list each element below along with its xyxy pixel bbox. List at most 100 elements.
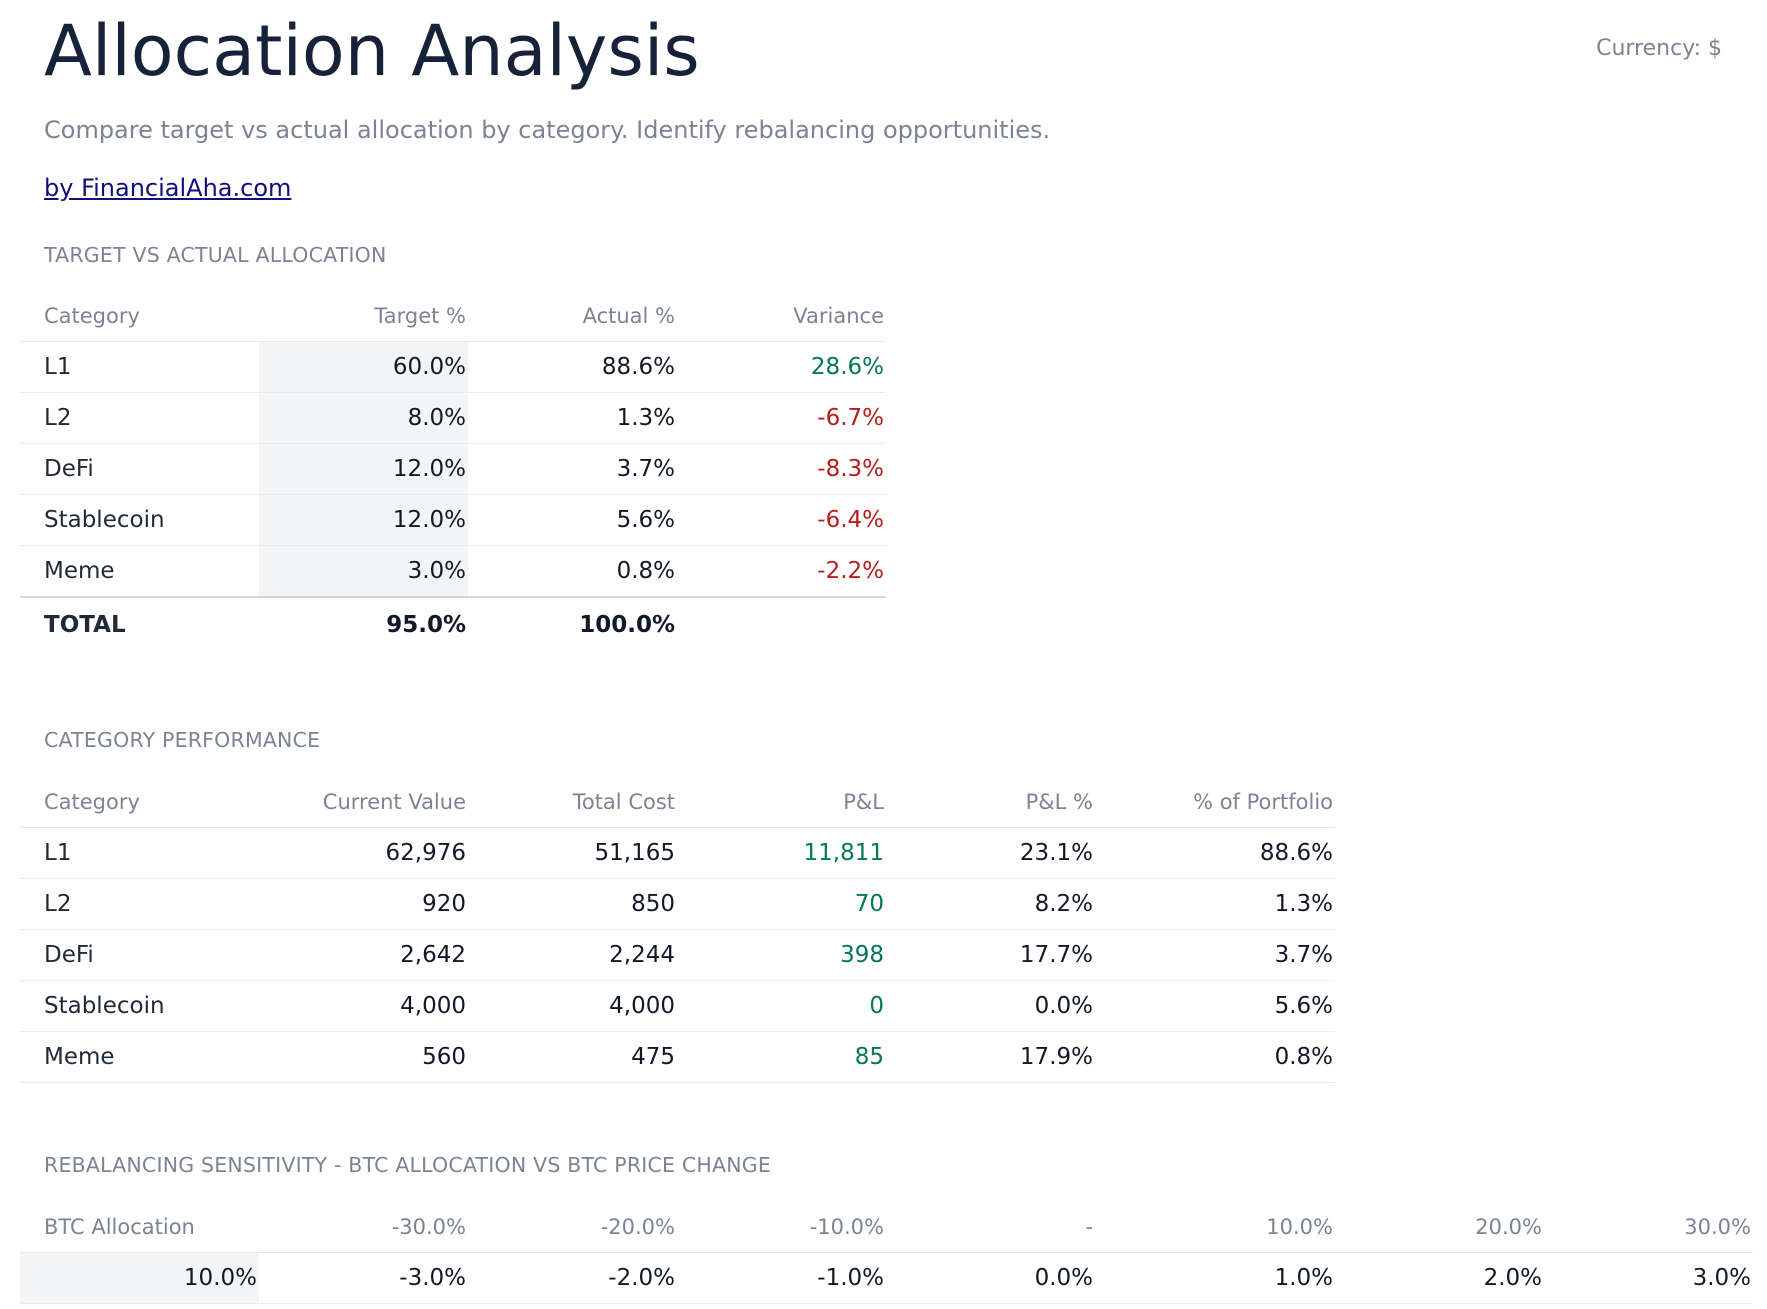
table-cell: Meme	[20, 545, 259, 598]
table-cell: 0.8%	[1095, 1031, 1335, 1083]
column-header: -	[886, 1201, 1095, 1253]
table-cell: 60.0%	[259, 341, 468, 393]
table-cell: 1.3%	[468, 392, 677, 444]
table-cell: 5.6%	[1095, 980, 1335, 1032]
column-header: -10.0%	[677, 1201, 886, 1253]
table-cell: 70	[677, 878, 886, 930]
section-label: REBALANCING SENSITIVITY - BTC ALLOCATION…	[44, 1153, 772, 1177]
table-cell: 23.1%	[886, 827, 1095, 879]
page-title: Allocation Analysis	[44, 10, 700, 92]
table-cell: 12.0%	[259, 494, 468, 546]
table-cell: L1	[20, 827, 259, 879]
performance-table: Category Current Value Total Cost P&L P&L %%…	[20, 776, 1335, 1083]
column-header: P&L %	[886, 776, 1095, 828]
table-cell: 475	[468, 1031, 677, 1083]
table-cell: DeFi	[20, 929, 259, 981]
table-cell: 28.6%	[677, 341, 886, 393]
column-header: Actual %	[468, 290, 677, 342]
table-cell: 3.7%	[468, 443, 677, 495]
subtitle: Compare target vs actual allocation by c…	[44, 116, 1051, 144]
column-header: Category	[20, 290, 259, 342]
table-cell: L2	[20, 878, 259, 930]
table-cell: 62,976	[259, 827, 468, 879]
table-cell: 8.0%	[259, 392, 468, 444]
table-cell: 0.8%	[468, 545, 677, 598]
table-cell: -6.4%	[677, 494, 886, 546]
table-cell: 88.6%	[468, 341, 677, 393]
table-cell: 1.0%	[1095, 1252, 1335, 1304]
table-cell: 51,165	[468, 827, 677, 879]
table-cell: Stablecoin	[20, 980, 259, 1032]
table-row: 10.0% -3.0% -2.0% -1.0% 0.0% 1.0% 2.0% 3.0%	[20, 1252, 1753, 1304]
table-cell: 3.0%	[1544, 1252, 1753, 1304]
currency-label: Currency: $	[1596, 36, 1722, 61]
column-header: BTC Allocation	[20, 1201, 259, 1253]
header-row: Category Current Value Total Cost P&L P&L %%…	[20, 776, 1335, 828]
column-header: 20.0%	[1335, 1201, 1544, 1253]
column-header: Target %	[259, 290, 468, 342]
sensitivity-table: BTC Allocation -30.0% -20.0% -10.0% -10.0% 20…	[20, 1201, 1753, 1304]
table-cell: 1.3%	[1095, 878, 1335, 930]
table-cell: 398	[677, 929, 886, 981]
table-cell: 3.0%	[259, 545, 468, 598]
table-cell: 17.7%	[886, 929, 1095, 981]
total-row: TOTAL 95.0% 100.0%	[20, 597, 886, 652]
table-cell: -6.7%	[677, 392, 886, 444]
table-row: L1 60.0% 88.6% 28.6%	[20, 341, 886, 393]
table-cell: 2,642	[259, 929, 468, 981]
table-cell: 2.0%	[1335, 1252, 1544, 1304]
column-header: -30.0%	[259, 1201, 468, 1253]
total-cell	[677, 597, 886, 652]
column-header: Current Value	[259, 776, 468, 828]
table-cell: 88.6%	[1095, 827, 1335, 879]
table-cell: 8.2%	[886, 878, 1095, 930]
table-cell: 12.0%	[259, 443, 468, 495]
allocation-table: Category Target % Actual % Variance L1 60.0% 8…	[20, 290, 886, 652]
table-cell: 920	[259, 878, 468, 930]
table-cell: 3.7%	[1095, 929, 1335, 981]
column-header: Total Cost	[468, 776, 677, 828]
table-cell: 11,811	[677, 827, 886, 879]
column-header: -20.0%	[468, 1201, 677, 1253]
table-row: DeFi 2,642 2,244 398 17.7% 3.7%	[20, 929, 1335, 981]
total-cell: 100.0%	[579, 612, 675, 638]
total-cell: 95.0%	[386, 612, 466, 638]
table-row: L2 8.0% 1.3% -6.7%	[20, 392, 886, 444]
source-link[interactable]: by FinancialAha.com	[44, 174, 292, 202]
total-cell: TOTAL	[44, 612, 126, 638]
column-header: P&L	[677, 776, 886, 828]
table-cell: 5.6%	[468, 494, 677, 546]
header-row: BTC Allocation -30.0% -20.0% -10.0% -10.0% 20…	[20, 1201, 1753, 1253]
table-cell: 85	[677, 1031, 886, 1083]
table-cell: 4,000	[259, 980, 468, 1032]
table-cell: 0.0%	[886, 980, 1095, 1032]
table-cell: L2	[20, 392, 259, 444]
header-row: Category Target % Actual % Variance	[20, 290, 886, 342]
table-cell: 2,244	[468, 929, 677, 981]
table-cell: Stablecoin	[20, 494, 259, 546]
table-cell: -3.0%	[259, 1252, 468, 1304]
table-cell: L1	[20, 341, 259, 393]
table-row: Stablecoin 12.0% 5.6% -6.4%	[20, 494, 886, 546]
table-row: DeFi 12.0% 3.7% -8.3%	[20, 443, 886, 495]
column-header: Variance	[677, 290, 886, 342]
table-cell: -8.3%	[677, 443, 886, 495]
table-cell: 10.0%	[20, 1252, 259, 1304]
column-header: % of Portfolio	[1095, 776, 1335, 828]
table-row: Stablecoin 4,000 4,000 0 0.0% 5.6%	[20, 980, 1335, 1032]
table-cell: -2.2%	[677, 545, 886, 598]
table-row: L2 920 850 70 8.2% 1.3%	[20, 878, 1335, 930]
table-cell: 560	[259, 1031, 468, 1083]
table-row: Meme 560 475 85 17.9% 0.8%	[20, 1031, 1335, 1083]
column-header: Category	[20, 776, 259, 828]
table-cell: -1.0%	[677, 1252, 886, 1304]
column-header: 30.0%	[1544, 1201, 1753, 1253]
section-label: TARGET VS ACTUAL ALLOCATION	[44, 243, 387, 267]
table-cell: 850	[468, 878, 677, 930]
column-header: 10.0%	[1095, 1201, 1335, 1253]
table-cell: 4,000	[468, 980, 677, 1032]
table-row: L1 62,976 51,165 11,811 23.1% 88.6%	[20, 827, 1335, 879]
table-cell: 0	[677, 980, 886, 1032]
table-cell: 0.0%	[886, 1252, 1095, 1304]
